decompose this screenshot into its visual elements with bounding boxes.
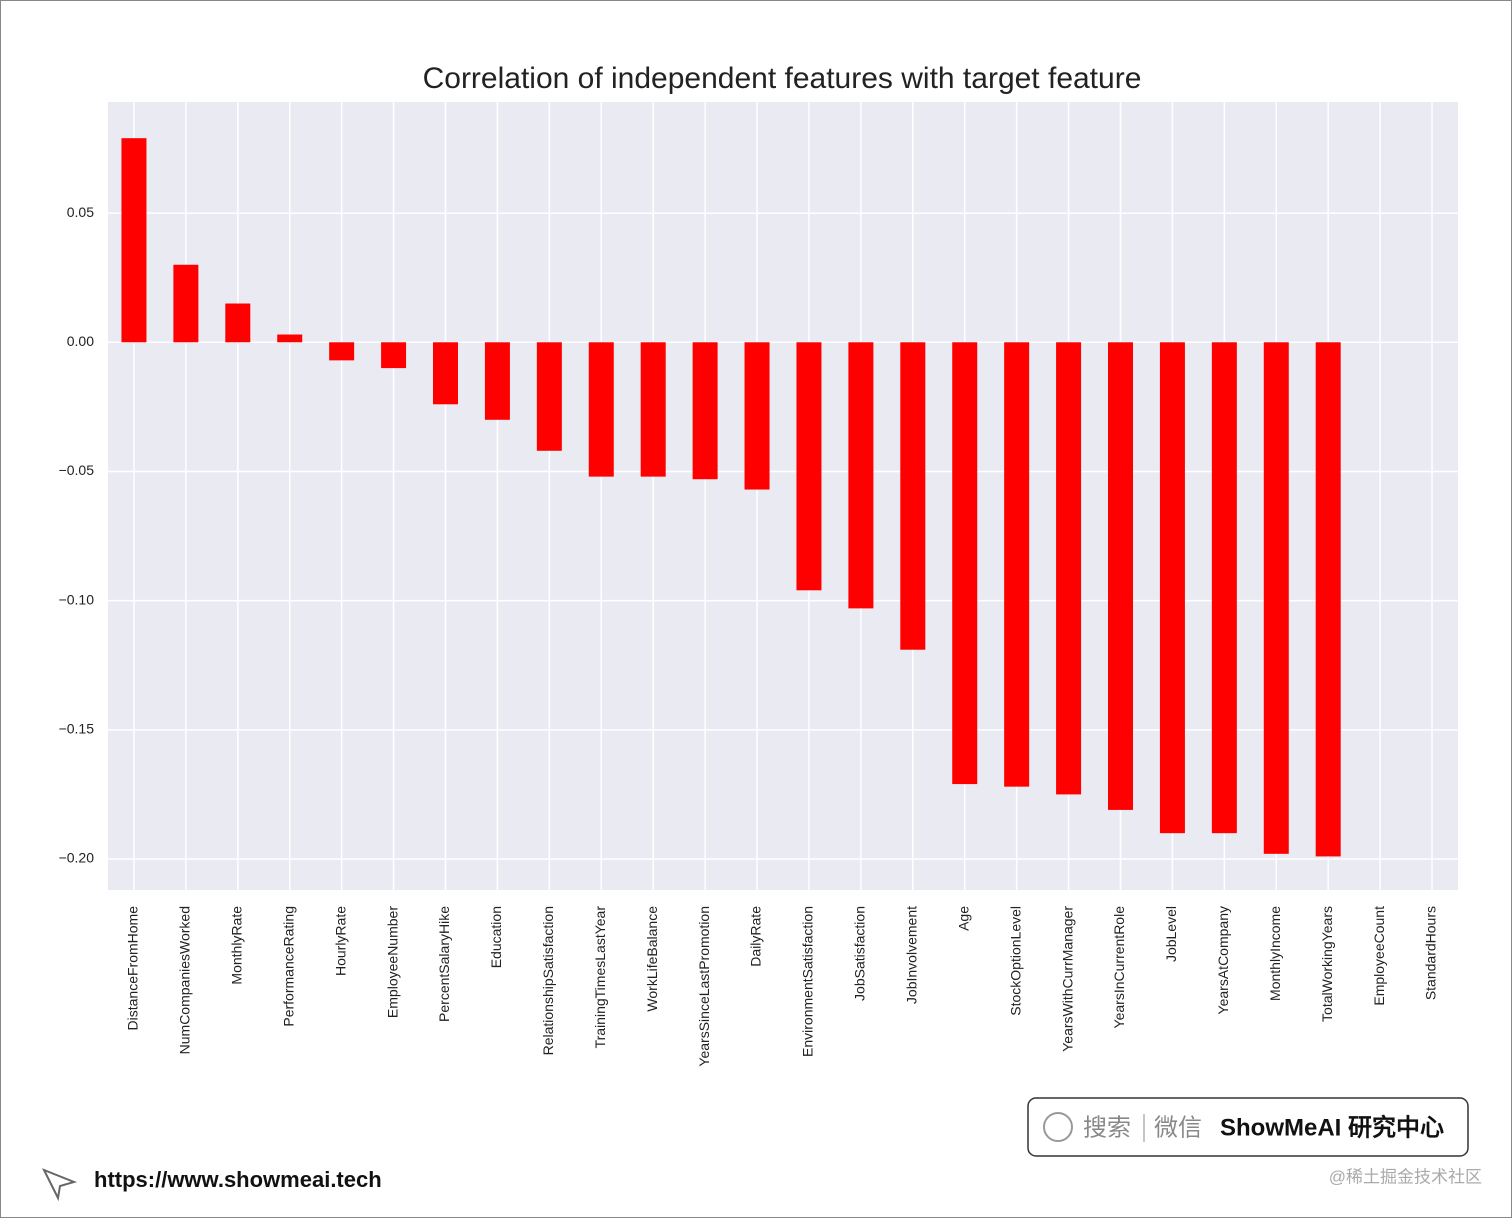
bar — [1159, 342, 1185, 834]
x-tick-label: WorkLifeBalance — [644, 906, 660, 1012]
x-tick-label: YearsAtCompany — [1215, 906, 1231, 1014]
search-label: 搜索 — [1083, 1114, 1131, 1141]
bar — [640, 342, 666, 477]
x-tick-label: YearsSinceLastPromotion — [696, 906, 712, 1067]
y-tick-label: 0.00 — [67, 333, 94, 349]
x-tick-label: StockOptionLevel — [1007, 906, 1023, 1016]
bar — [796, 342, 822, 591]
cursor-icon — [41, 1168, 78, 1202]
bar — [121, 138, 147, 343]
search-frame — [1027, 1097, 1469, 1157]
bar — [1263, 342, 1289, 854]
x-tick-label: EnvironmentSatisfaction — [800, 906, 816, 1057]
bar — [225, 303, 251, 343]
x-tick-label: DistanceFromHome — [125, 906, 141, 1031]
x-tick-label: PercentSalaryHike — [436, 906, 452, 1022]
bar — [692, 342, 718, 480]
x-tick-label: TrainingTimesLastYear — [592, 906, 608, 1049]
y-tick-label: 0.05 — [67, 204, 94, 220]
x-tick-label: JobSatisfaction — [852, 906, 868, 1001]
url: https://www.showmeai.tech — [94, 1167, 382, 1192]
x-tick-label: EmployeeNumber — [384, 906, 400, 1018]
bar — [433, 342, 458, 405]
credit: @稀土掘金技术社区 — [1329, 1167, 1482, 1186]
bar — [588, 342, 614, 477]
bar — [484, 342, 510, 420]
x-tick-label: YearsInCurrentRole — [1111, 906, 1127, 1029]
chart-title: Correlation of independent features with… — [423, 62, 1142, 95]
x-tick-label: TotalWorkingYears — [1319, 906, 1335, 1022]
bar — [536, 342, 562, 451]
bar — [1108, 342, 1133, 810]
plot-area — [108, 102, 1458, 890]
bar — [173, 264, 199, 343]
x-tick-label: MonthlyIncome — [1267, 906, 1283, 1001]
x-tick-label: YearsWithCurrManager — [1059, 906, 1075, 1052]
bar — [277, 334, 303, 343]
bar — [1315, 342, 1341, 857]
x-tick-label: StandardHours — [1423, 906, 1439, 1000]
wechat-label: 微信 — [1154, 1114, 1202, 1141]
x-tick-label: JobInvolvement — [904, 906, 920, 1004]
y-tick-label: −0.05 — [59, 462, 95, 478]
bar — [1211, 342, 1237, 834]
search-box: 搜索 微信 ShowMeAI 研究中心 — [1027, 1097, 1469, 1157]
y-tick-label: −0.10 — [59, 591, 95, 607]
brand: ShowMeAI 研究中心 — [1220, 1113, 1444, 1141]
bar — [381, 342, 407, 369]
search-icon — [1043, 1112, 1073, 1142]
bar — [744, 342, 770, 490]
bar — [329, 342, 355, 361]
bar — [952, 342, 978, 785]
bar — [848, 342, 874, 609]
bar — [1004, 342, 1030, 787]
x-tick-label: HourlyRate — [332, 906, 348, 976]
x-tick-label: Education — [488, 906, 504, 968]
x-tick-label: MonthlyRate — [229, 906, 245, 985]
x-tick-label: PerformanceRating — [280, 906, 296, 1027]
x-tick-label: JobLevel — [1163, 906, 1179, 962]
x-tick-label: DailyRate — [748, 906, 764, 967]
x-tick-label: NumCompaniesWorked — [177, 906, 193, 1054]
y-tick-label: −0.20 — [59, 850, 95, 866]
bar — [1056, 342, 1082, 795]
bar — [900, 342, 926, 650]
x-tick-label: EmployeeCount — [1371, 906, 1387, 1006]
x-tick-label: Age — [955, 906, 971, 931]
x-tick-label: RelationshipSatisfaction — [540, 906, 556, 1055]
y-tick-label: −0.15 — [59, 721, 95, 737]
